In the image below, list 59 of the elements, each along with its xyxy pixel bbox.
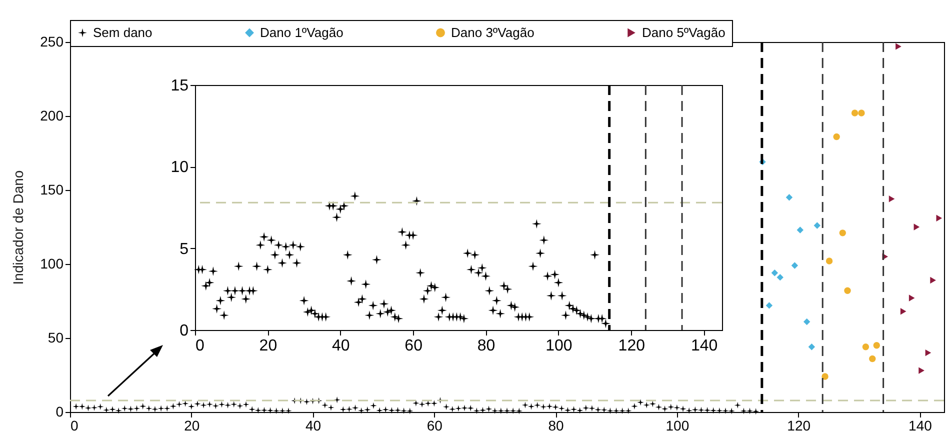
x-tick-label: 0 bbox=[196, 338, 204, 354]
y-tick-label: 200 bbox=[40, 108, 64, 124]
point bbox=[862, 344, 870, 350]
y-tick-label: 0 bbox=[180, 322, 189, 340]
point bbox=[918, 367, 924, 374]
y-tick-label: 15 bbox=[170, 78, 189, 94]
x-tick-label: 100 bbox=[546, 338, 572, 354]
point bbox=[851, 110, 858, 116]
point bbox=[925, 349, 932, 356]
legend-label: Sem dano bbox=[93, 24, 152, 40]
legend-label: Dano 5ºVagão bbox=[642, 24, 726, 40]
point bbox=[873, 342, 880, 349]
point bbox=[826, 258, 833, 264]
x-tick-label: 120 bbox=[787, 418, 811, 434]
point bbox=[791, 262, 798, 269]
point bbox=[839, 230, 846, 236]
x-tick-label: 80 bbox=[477, 338, 496, 354]
point bbox=[796, 226, 804, 234]
y-tick-label: 250 bbox=[40, 34, 64, 50]
point bbox=[822, 373, 828, 380]
x-tick-label: 60 bbox=[426, 418, 443, 434]
y-tick-label: 100 bbox=[40, 256, 64, 272]
point bbox=[766, 302, 773, 309]
point bbox=[833, 133, 840, 140]
point bbox=[869, 355, 876, 362]
point bbox=[771, 270, 778, 276]
point bbox=[936, 214, 942, 222]
y-axis-title: Indicador de Dano bbox=[10, 170, 26, 285]
x-tick-label: 60 bbox=[404, 338, 423, 354]
y-tick-label: 150 bbox=[40, 182, 64, 198]
point bbox=[844, 287, 851, 294]
y-tick-label: 10 bbox=[170, 159, 189, 176]
x-tick-label: 100 bbox=[666, 418, 690, 434]
y-tick-label: 50 bbox=[48, 330, 64, 346]
point bbox=[808, 344, 816, 350]
point bbox=[786, 194, 793, 201]
x-tick-label: 80 bbox=[548, 418, 564, 434]
legend-label: Dano 3ºVagão bbox=[451, 24, 534, 40]
y-tick-label: 5 bbox=[180, 240, 189, 258]
point bbox=[803, 318, 810, 326]
legend-label: Dano 1ºVagão bbox=[260, 24, 344, 40]
y-tick-label: 0 bbox=[56, 404, 64, 420]
x-tick-label: 140 bbox=[690, 338, 718, 354]
point bbox=[814, 222, 821, 229]
point bbox=[908, 294, 915, 302]
x-tick-label: 0 bbox=[70, 418, 78, 434]
point bbox=[930, 276, 936, 284]
x-tick-label: 140 bbox=[908, 418, 932, 434]
point bbox=[896, 43, 902, 50]
x-tick-label: 20 bbox=[259, 338, 278, 354]
point bbox=[858, 110, 865, 116]
x-tick-label: 40 bbox=[305, 418, 322, 434]
point bbox=[914, 224, 920, 230]
point bbox=[888, 196, 895, 202]
x-tick-label: 40 bbox=[332, 338, 350, 354]
point bbox=[900, 308, 906, 315]
x-tick-label: 120 bbox=[618, 338, 646, 354]
x-tick-label: 20 bbox=[184, 418, 200, 434]
point bbox=[776, 274, 784, 281]
